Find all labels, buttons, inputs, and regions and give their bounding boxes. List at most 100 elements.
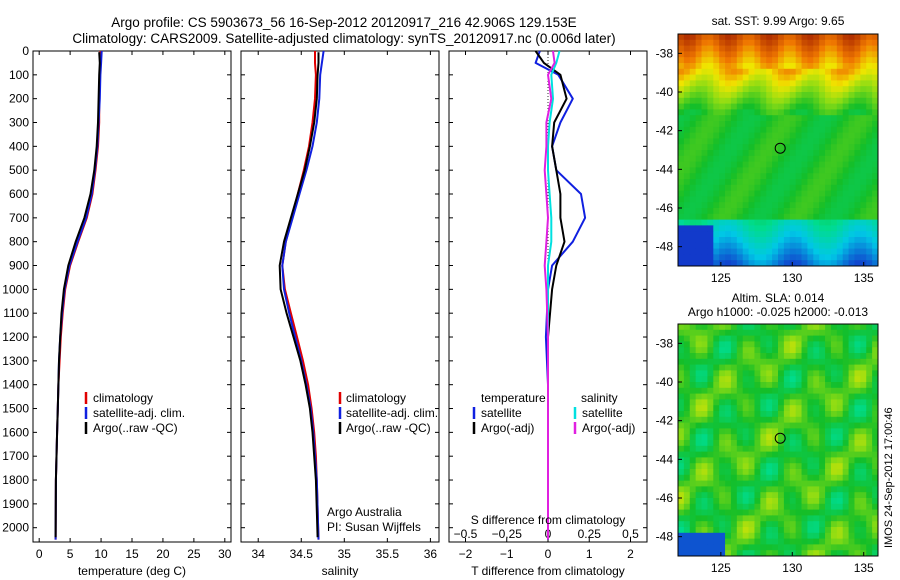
- heatmap-cell: [825, 411, 832, 418]
- heatmap-cell: [783, 341, 791, 348]
- heatmap-cell: [725, 324, 732, 331]
- heatmap-cell: [748, 527, 755, 534]
- heatmap-cell: [807, 399, 814, 406]
- heatmap-cell: [860, 184, 867, 191]
- heatmap-cell: [842, 196, 849, 203]
- heatmap-cell: [701, 324, 708, 331]
- heatmap-cell: [707, 109, 714, 116]
- heatmap-cell: [730, 428, 738, 435]
- heatmap-cell: [713, 190, 720, 197]
- heatmap-cell: [713, 445, 720, 452]
- heatmap-cell: [783, 103, 791, 110]
- heatmap-cell: [689, 428, 697, 435]
- heatmap-cell: [866, 86, 873, 93]
- heatmap-cell: [825, 173, 832, 180]
- heatmap-cell: [819, 126, 826, 133]
- heatmap-cell: [695, 74, 702, 81]
- heatmap-cell: [860, 51, 867, 58]
- heatmap-cell: [795, 121, 802, 128]
- heatmap-cell: [789, 498, 797, 505]
- heatmap-cell: [689, 335, 697, 342]
- heatmap-cell: [689, 51, 697, 58]
- heatmap-cell: [848, 63, 855, 70]
- heatmap-cell: [789, 515, 797, 522]
- heatmap-cell: [807, 57, 814, 64]
- heatmap-cell: [836, 196, 844, 203]
- heatmap-cell: [866, 428, 873, 435]
- heatmap-cell: [772, 34, 779, 41]
- heatmap-cell: [719, 74, 726, 81]
- heatmap-cell: [801, 144, 808, 151]
- heatmap-cell: [742, 387, 749, 394]
- heatmap-cell: [860, 416, 867, 423]
- heatmap-cell: [783, 39, 791, 46]
- heatmap-cell: [683, 34, 691, 41]
- heatmap-cell: [683, 445, 691, 452]
- heatmap-cell: [778, 109, 785, 116]
- heatmap-cell: [842, 242, 849, 249]
- heatmap-cell: [819, 121, 826, 128]
- heatmap-cell: [725, 393, 732, 400]
- heatmap-cell: [807, 219, 814, 226]
- heatmap-cell: [719, 150, 726, 157]
- heatmap-cell: [830, 254, 838, 261]
- heatmap-cell: [860, 34, 867, 41]
- heatmap-cell: [836, 190, 844, 197]
- heatmap-cell: [807, 132, 814, 139]
- heatmap-cell: [795, 161, 802, 168]
- heatmap-cell: [719, 521, 726, 528]
- heatmap-cell: [713, 382, 720, 389]
- heatmap-cell: [807, 469, 814, 476]
- heatmap-cell: [866, 387, 873, 394]
- heatmap-cell: [713, 341, 720, 348]
- heatmap-cell: [813, 231, 820, 238]
- heatmap-cell: [783, 376, 791, 383]
- heatmap-cell: [695, 376, 702, 383]
- heatmap-cell: [825, 515, 832, 522]
- heatmap-cell: [789, 463, 797, 470]
- heatmap-cell: [683, 138, 691, 145]
- heatmap-cell: [801, 509, 808, 516]
- heatmap-cell: [689, 347, 697, 354]
- heatmap-cell: [707, 68, 714, 75]
- heatmap-cell: [760, 138, 767, 145]
- heatmap-cell: [678, 434, 685, 441]
- heatmap-cell: [725, 202, 732, 209]
- heatmap-cell: [848, 329, 855, 336]
- heatmap-cell: [807, 515, 814, 522]
- heatmap-cell: [742, 173, 749, 180]
- heatmap-cell: [701, 121, 708, 128]
- heatmap-cell: [819, 86, 826, 93]
- heatmap-cell: [760, 179, 767, 186]
- heatmap-cell: [813, 521, 820, 528]
- heatmap-cell: [860, 242, 867, 249]
- heatmap-cell: [678, 422, 685, 429]
- heatmap-cell: [754, 347, 761, 354]
- heatmap-cell: [848, 57, 855, 64]
- heatmap-cell: [742, 92, 749, 99]
- heatmap-cell: [801, 57, 808, 64]
- heatmap-cell: [707, 353, 714, 360]
- heatmap-cell: [866, 208, 873, 215]
- heatmap-cell: [719, 469, 726, 476]
- heatmap-cell: [807, 208, 814, 215]
- heatmap-cell: [719, 335, 726, 342]
- heatmap-cell: [754, 428, 761, 435]
- x-tick-label: 36: [424, 547, 438, 561]
- heatmap-cell: [725, 538, 732, 545]
- heatmap-cell: [766, 179, 773, 186]
- heatmap-cell: [854, 132, 861, 139]
- heatmap-cell: [730, 219, 738, 226]
- heatmap-cell: [848, 469, 855, 476]
- heatmap-cell: [842, 63, 849, 70]
- heatmap-cell: [742, 370, 749, 377]
- heatmap-cell: [801, 39, 808, 46]
- heatmap-cell: [836, 34, 844, 41]
- heatmap-cell: [783, 51, 791, 58]
- heatmap-cell: [736, 440, 744, 447]
- heatmap-cell: [772, 260, 779, 267]
- heatmap-cell: [866, 434, 873, 441]
- heatmap-cell: [754, 422, 761, 429]
- heatmap-cell: [754, 219, 761, 226]
- legend-label-argo: Argo(..raw -QC): [346, 421, 431, 435]
